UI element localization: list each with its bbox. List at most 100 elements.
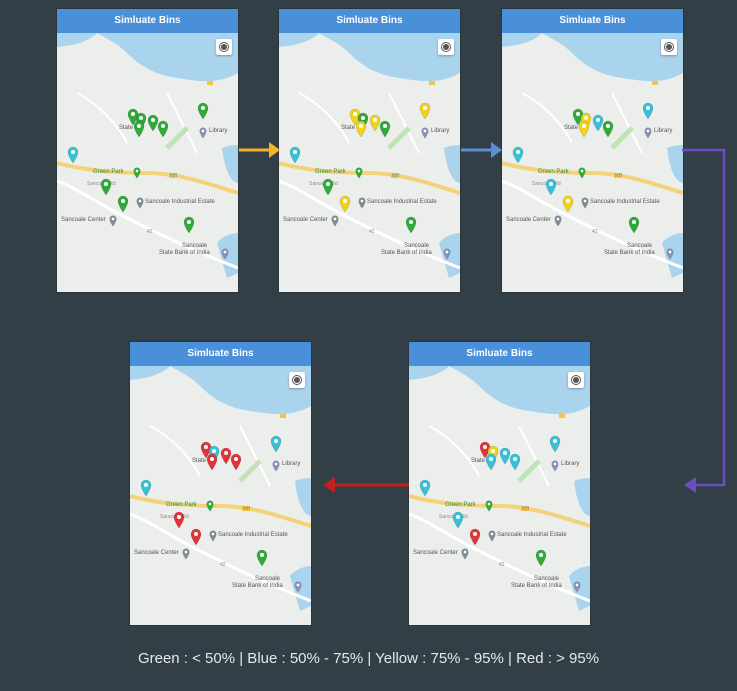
screen-3: Simluate Bins State Ba Library Green Par…: [502, 9, 683, 292]
bin-yellow-marker-icon[interactable]: [419, 102, 431, 120]
bin-blue-marker-icon[interactable]: [140, 479, 152, 497]
bin-green-marker-icon[interactable]: [157, 120, 169, 138]
map-label-road-number: 42: [499, 562, 505, 568]
bin-green-marker-icon[interactable]: [100, 178, 112, 196]
screen-1: Simluate Bins State Ba Library Green Par…: [57, 9, 238, 292]
bin-yellow-marker-icon[interactable]: [562, 195, 574, 213]
bin-green-marker-icon[interactable]: [117, 195, 129, 213]
map-view[interactable]: State Ba Library Green Park Sancoale Ind…: [502, 33, 683, 292]
bank-poi-icon: [221, 247, 229, 260]
map-label-state-bank: State Ba: [341, 125, 365, 131]
map-label-road-number: 42: [592, 229, 598, 235]
map-label-state-bank-of-india: State Bank of India: [232, 583, 283, 589]
map-label-state-bank-of-india: State Bank of India: [604, 250, 655, 256]
bin-red-marker-icon[interactable]: [190, 528, 202, 546]
map-label-library: Library: [561, 461, 580, 467]
bin-red-marker-icon[interactable]: [220, 447, 232, 465]
bin-green-marker-icon[interactable]: [256, 549, 268, 567]
bin-green-marker-icon[interactable]: [535, 549, 547, 567]
bin-green-marker-icon[interactable]: [133, 120, 145, 138]
bin-yellow-marker-icon[interactable]: [355, 120, 367, 138]
park-poi-icon: [485, 499, 493, 512]
bank-poi-icon: [294, 580, 302, 593]
map-label-green-park: Green Park: [315, 169, 346, 175]
bank-poi-icon: [573, 580, 581, 593]
bin-red-marker-icon[interactable]: [206, 453, 218, 471]
map-label-state-bank: State Ba: [471, 458, 495, 464]
map-base: [502, 33, 683, 292]
bin-red-marker-icon[interactable]: [469, 528, 481, 546]
bin-yellow-marker-icon[interactable]: [578, 120, 590, 138]
screen-title: Simluate Bins: [409, 342, 590, 366]
library-poi-icon: [421, 126, 429, 139]
arrow-line: [682, 148, 726, 487]
arrow-screen1-to-screen2: [239, 142, 280, 158]
map-view[interactable]: State Ba Library Green Park Sancoale Ind…: [409, 366, 590, 625]
library-poi-icon: [551, 459, 559, 472]
bin-blue-marker-icon[interactable]: [452, 511, 464, 529]
map-label-sancoale: Sancoale: [255, 576, 281, 582]
bin-green-marker-icon[interactable]: [322, 178, 334, 196]
bin-blue-marker-icon[interactable]: [592, 114, 604, 132]
screen-title: Simluate Bins: [502, 9, 683, 33]
my-location-button[interactable]: [216, 39, 232, 55]
bin-green-marker-icon[interactable]: [628, 216, 640, 234]
bin-green-marker-icon[interactable]: [405, 216, 417, 234]
bin-green-marker-icon[interactable]: [379, 120, 391, 138]
map-label-road-number: 42: [369, 229, 375, 235]
bin-blue-marker-icon[interactable]: [545, 178, 557, 196]
screen-title: Simluate Bins: [130, 342, 311, 366]
bin-blue-marker-icon[interactable]: [642, 102, 654, 120]
map-label-state-bank: State Ba: [192, 458, 216, 464]
bin-green-marker-icon[interactable]: [147, 114, 159, 132]
bin-green-marker-icon[interactable]: [183, 216, 195, 234]
map-label-sancoale-center: Sancoale Center: [61, 217, 106, 223]
bin-green-marker-icon[interactable]: [572, 108, 584, 126]
my-location-button[interactable]: [289, 372, 305, 388]
bin-yellow-marker-icon[interactable]: [339, 195, 351, 213]
bin-red-marker-icon[interactable]: [479, 441, 491, 459]
bin-red-marker-icon[interactable]: [173, 511, 185, 529]
my-location-button[interactable]: [438, 39, 454, 55]
map-label-industrial-estate: Sancoale Industrial Estate: [145, 199, 215, 205]
arrow-screen2-to-screen3: [461, 142, 502, 158]
bin-blue-marker-icon[interactable]: [512, 146, 524, 164]
bin-yellow-marker-icon[interactable]: [349, 108, 361, 126]
map-label-state-bank: State Ba: [119, 125, 143, 131]
map-view[interactable]: State Ba Library Green Park Sancoale Ind…: [130, 366, 311, 625]
bin-red-marker-icon[interactable]: [200, 441, 212, 459]
bin-yellow-marker-icon[interactable]: [369, 114, 381, 132]
bin-green-marker-icon[interactable]: [602, 120, 614, 138]
arrow-screen3-to-screen4: [682, 148, 726, 493]
center-poi-icon: [461, 547, 469, 560]
map-label-industrial-estate: Sancoale Industrial Estate: [367, 199, 437, 205]
bin-blue-marker-icon[interactable]: [289, 146, 301, 164]
bin-blue-marker-icon[interactable]: [509, 453, 521, 471]
map-label-sancoale-center: Sancoale Center: [506, 217, 551, 223]
my-location-button[interactable]: [661, 39, 677, 55]
map-label-green-park: Green Park: [93, 169, 124, 175]
bin-blue-marker-icon[interactable]: [549, 435, 561, 453]
map-label-industrial-estate: Sancoale Industrial Estate: [497, 532, 567, 538]
bin-blue-marker-icon[interactable]: [485, 453, 497, 471]
map-label-sancoale: Sancoale: [534, 576, 560, 582]
bin-blue-marker-icon[interactable]: [270, 435, 282, 453]
bin-blue-marker-icon[interactable]: [419, 479, 431, 497]
map-label-sancoale-center: Sancoale Center: [134, 550, 179, 556]
my-location-button[interactable]: [568, 372, 584, 388]
map-label-sancoale-center: Sancoale Center: [283, 217, 328, 223]
screen-title: Simluate Bins: [279, 9, 460, 33]
map-label-library: Library: [654, 128, 673, 134]
library-poi-icon: [272, 459, 280, 472]
center-poi-icon: [182, 547, 190, 560]
bin-red-marker-icon[interactable]: [230, 453, 242, 471]
park-poi-icon: [206, 499, 214, 512]
bin-blue-marker-icon[interactable]: [499, 447, 511, 465]
map-view[interactable]: State Ba Library Green Park Sancoale Ind…: [57, 33, 238, 292]
industrial-poi-icon: [209, 529, 217, 542]
bin-blue-marker-icon[interactable]: [67, 146, 79, 164]
arrow-screen4-to-screen5: [323, 477, 409, 493]
bin-green-marker-icon[interactable]: [197, 102, 209, 120]
map-view[interactable]: State Ba Library Green Park Sancoale Ind…: [279, 33, 460, 292]
bin-green-marker-icon[interactable]: [127, 108, 139, 126]
